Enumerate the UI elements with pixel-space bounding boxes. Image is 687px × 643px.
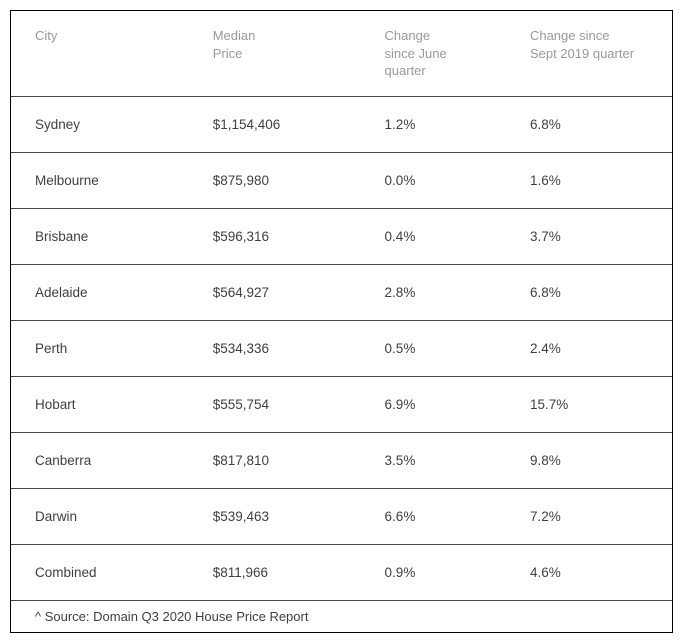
cell-median: $1,154,406	[203, 96, 375, 152]
table-container: City MedianPrice Changesince Junequarter…	[10, 10, 673, 633]
table-row: Darwin $539,463 6.6% 7.2%	[11, 488, 672, 544]
cell-change-qtr: 0.0%	[375, 152, 520, 208]
cell-city: Perth	[11, 320, 203, 376]
cell-median: $811,966	[203, 544, 375, 600]
table-row: Brisbane $596,316 0.4% 3.7%	[11, 208, 672, 264]
cell-change-yoy: 3.7%	[520, 208, 672, 264]
cell-median: $564,927	[203, 264, 375, 320]
cell-change-yoy: 6.8%	[520, 96, 672, 152]
col-header-city: City	[11, 11, 203, 96]
cell-city: Combined	[11, 544, 203, 600]
price-table: City MedianPrice Changesince Junequarter…	[11, 11, 672, 632]
col-header-change-june: Changesince Junequarter	[375, 11, 520, 96]
cell-change-qtr: 1.2%	[375, 96, 520, 152]
source-row: ^ Source: Domain Q3 2020 House Price Rep…	[11, 600, 672, 632]
cell-change-yoy: 15.7%	[520, 376, 672, 432]
cell-median: $875,980	[203, 152, 375, 208]
cell-change-yoy: 6.8%	[520, 264, 672, 320]
table-body: Sydney $1,154,406 1.2% 6.8% Melbourne $8…	[11, 96, 672, 632]
cell-city: Canberra	[11, 432, 203, 488]
cell-city: Sydney	[11, 96, 203, 152]
table-row: Adelaide $564,927 2.8% 6.8%	[11, 264, 672, 320]
table-row: Hobart $555,754 6.9% 15.7%	[11, 376, 672, 432]
cell-change-yoy: 4.6%	[520, 544, 672, 600]
table-row: Perth $534,336 0.5% 2.4%	[11, 320, 672, 376]
cell-change-qtr: 6.6%	[375, 488, 520, 544]
col-header-change-sept2019: Change sinceSept 2019 quarter	[520, 11, 672, 96]
cell-change-qtr: 3.5%	[375, 432, 520, 488]
cell-median: $534,336	[203, 320, 375, 376]
cell-change-yoy: 9.8%	[520, 432, 672, 488]
table-row: Melbourne $875,980 0.0% 1.6%	[11, 152, 672, 208]
cell-change-yoy: 7.2%	[520, 488, 672, 544]
cell-change-qtr: 6.9%	[375, 376, 520, 432]
cell-city: Brisbane	[11, 208, 203, 264]
cell-median: $555,754	[203, 376, 375, 432]
cell-city: Darwin	[11, 488, 203, 544]
cell-change-yoy: 1.6%	[520, 152, 672, 208]
cell-median: $539,463	[203, 488, 375, 544]
table-row: Sydney $1,154,406 1.2% 6.8%	[11, 96, 672, 152]
cell-change-qtr: 0.4%	[375, 208, 520, 264]
col-header-median-price: MedianPrice	[203, 11, 375, 96]
cell-change-qtr: 2.8%	[375, 264, 520, 320]
cell-median: $596,316	[203, 208, 375, 264]
table-row: Canberra $817,810 3.5% 9.8%	[11, 432, 672, 488]
cell-median: $817,810	[203, 432, 375, 488]
cell-city: Adelaide	[11, 264, 203, 320]
cell-change-yoy: 2.4%	[520, 320, 672, 376]
cell-city: Melbourne	[11, 152, 203, 208]
source-note: ^ Source: Domain Q3 2020 House Price Rep…	[11, 600, 672, 632]
cell-change-qtr: 0.9%	[375, 544, 520, 600]
cell-city: Hobart	[11, 376, 203, 432]
cell-change-qtr: 0.5%	[375, 320, 520, 376]
header-row: City MedianPrice Changesince Junequarter…	[11, 11, 672, 96]
table-header: City MedianPrice Changesince Junequarter…	[11, 11, 672, 96]
table-row: Combined $811,966 0.9% 4.6%	[11, 544, 672, 600]
